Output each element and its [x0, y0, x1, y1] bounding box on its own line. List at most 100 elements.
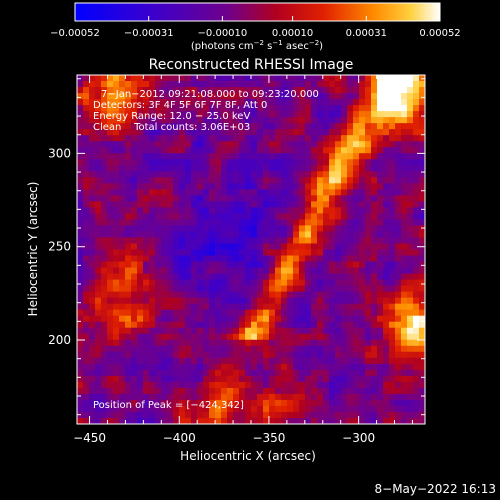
heatmap-pixel: [221, 165, 228, 172]
heatmap-pixel: [83, 369, 90, 377]
heatmap-pixel: [215, 117, 222, 124]
heatmap-pixel: [107, 129, 114, 136]
heatmap-pixel: [365, 159, 372, 166]
heatmap-pixel: [203, 399, 210, 407]
heatmap-pixel: [155, 231, 162, 239]
heatmap-pixel: [287, 135, 294, 142]
heatmap-pixel: [365, 231, 372, 239]
heatmap-pixel: [383, 321, 390, 329]
heatmap-pixel: [335, 273, 342, 281]
heatmap-pixel: [137, 219, 144, 227]
heatmap-pixel: [299, 177, 306, 184]
heatmap-pixel: [359, 183, 366, 190]
heatmap-pixel: [353, 267, 360, 275]
heatmap-pixel: [101, 123, 108, 130]
heatmap-pixel: [77, 105, 84, 112]
heatmap-pixel: [299, 327, 306, 335]
heatmap-pixel: [89, 285, 96, 293]
heatmap-pixel: [365, 345, 372, 353]
heatmap-pixel: [293, 111, 300, 118]
heatmap-pixel: [347, 231, 354, 239]
heatmap-pixel: [107, 249, 114, 257]
heatmap-pixel: [125, 111, 132, 118]
heatmap-pixel: [377, 249, 384, 257]
heatmap-pixel: [323, 171, 330, 178]
heatmap-pixel: [107, 339, 114, 347]
heatmap-pixel: [89, 393, 96, 401]
heatmap-pixel: [311, 417, 318, 424]
heatmap-pixel: [251, 279, 258, 287]
heatmap-pixel: [401, 231, 408, 239]
heatmap-pixel: [83, 105, 90, 112]
heatmap-pixel: [143, 135, 150, 142]
heatmap-pixel: [335, 393, 342, 401]
heatmap-pixel: [89, 147, 96, 154]
heatmap-pixel: [311, 405, 318, 413]
heatmap-pixel: [227, 201, 234, 208]
heatmap-pixel: [419, 369, 425, 377]
heatmap-pixel: [215, 411, 222, 419]
heatmap-pixel: [101, 399, 108, 407]
heatmap-pixel: [227, 363, 234, 371]
heatmap-pixel: [305, 135, 312, 142]
heatmap-pixel: [107, 171, 114, 178]
heatmap-pixel: [239, 303, 246, 311]
heatmap-pixel: [125, 189, 132, 196]
heatmap-pixel: [197, 105, 204, 112]
heatmap-pixel: [83, 327, 90, 335]
heatmap-pixel: [77, 117, 84, 124]
heatmap-pixel: [347, 105, 354, 112]
heatmap-pixel: [305, 405, 312, 413]
heatmap-pixel: [203, 393, 210, 401]
heatmap-pixel: [371, 399, 378, 407]
heatmap-pixel: [245, 129, 252, 136]
heatmap-pixel: [401, 237, 408, 245]
heatmap-pixel: [149, 243, 156, 251]
heatmap-pixel: [335, 213, 342, 221]
heatmap-pixel: [347, 357, 354, 365]
heatmap-pixel: [413, 267, 420, 275]
heatmap-pixel: [95, 267, 102, 275]
heatmap-pixel: [167, 399, 174, 407]
heatmap-pixel: [209, 297, 216, 305]
heatmap-pixel: [383, 117, 390, 124]
heatmap-pixel: [413, 99, 420, 106]
heatmap-pixel: [305, 153, 312, 160]
heatmap-pixel: [131, 195, 138, 202]
heatmap-pixel: [287, 93, 294, 100]
heatmap-pixel: [95, 147, 102, 154]
heatmap-pixel: [305, 219, 312, 227]
heatmap-pixel: [191, 399, 198, 407]
heatmap-pixel: [203, 183, 210, 190]
heatmap-pixel: [305, 111, 312, 118]
heatmap-pixel: [161, 393, 168, 401]
heatmap-pixel: [209, 81, 216, 88]
heatmap-pixel: [359, 93, 366, 100]
heatmap-pixel: [179, 315, 186, 323]
heatmap-pixel: [191, 207, 198, 214]
heatmap-pixel: [389, 315, 396, 323]
heatmap-pixel: [389, 207, 396, 214]
heatmap-pixel: [107, 111, 114, 118]
heatmap-pixel: [311, 165, 318, 172]
heatmap-pixel: [371, 351, 378, 359]
heatmap-pixel: [377, 411, 384, 419]
heatmap-pixel: [245, 291, 252, 299]
heatmap-pixel: [119, 393, 126, 401]
heatmap-pixel: [125, 147, 132, 154]
heatmap-pixel: [413, 357, 420, 365]
heatmap-pixel: [389, 297, 396, 305]
heatmap-pixel: [383, 165, 390, 172]
heatmap-pixel: [317, 345, 324, 353]
heatmap-pixel: [299, 315, 306, 323]
heatmap-pixel: [221, 219, 228, 227]
heatmap-pixel: [125, 225, 132, 233]
heatmap-pixel: [125, 165, 132, 172]
heatmap-pixel: [365, 417, 372, 424]
heatmap-pixel: [209, 159, 216, 166]
heatmap-pixel: [293, 255, 300, 263]
heatmap-pixel: [185, 123, 192, 130]
heatmap-pixel: [353, 363, 360, 371]
heatmap-pixel: [221, 381, 228, 389]
heatmap-pixel: [317, 357, 324, 365]
